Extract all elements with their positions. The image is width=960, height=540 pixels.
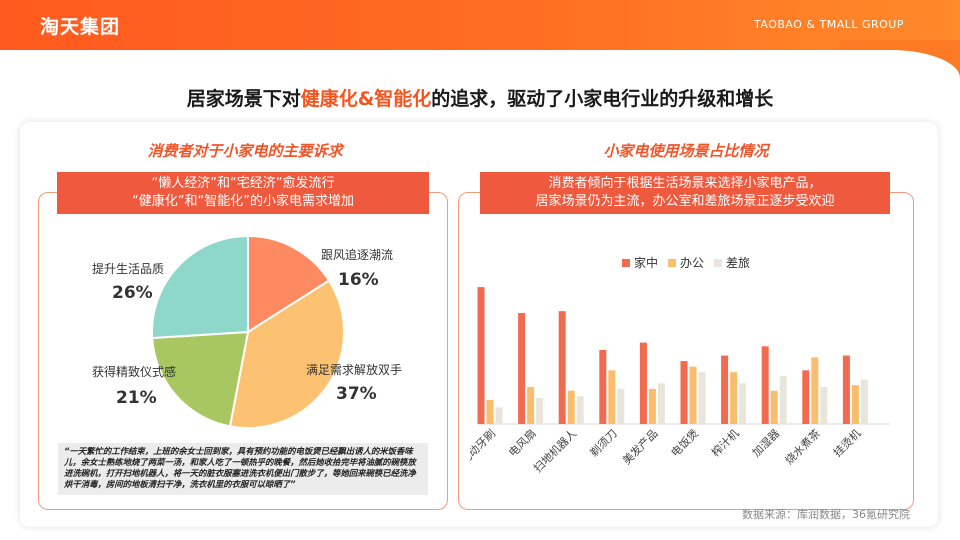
pie-label-needs: 满足需求解放双手 bbox=[306, 363, 403, 377]
pie-pct-ritual: 21% bbox=[116, 388, 157, 408]
bar-travel-3 bbox=[617, 388, 625, 424]
legend-swatch-travel bbox=[714, 258, 723, 267]
pie-label-ritual: 获得精致仪式感 bbox=[92, 365, 177, 379]
bar-home-8 bbox=[802, 370, 810, 424]
bar-home-3 bbox=[599, 350, 607, 424]
bar-home-5 bbox=[680, 361, 688, 424]
bar-office-6 bbox=[730, 372, 738, 424]
x-tick-label-3: 剃须刀 bbox=[587, 427, 620, 460]
x-tick-label-9: 挂烫机 bbox=[830, 426, 863, 459]
legend-swatch-office bbox=[668, 258, 677, 267]
page-headline: 居家场景下对健康化&智能化的追求，驱动了小家电行业的升级和增长 bbox=[0, 84, 960, 111]
legend-label-home: 家中 bbox=[634, 256, 659, 270]
brand-english-name: TAOBAO & TMALL GROUP bbox=[754, 18, 904, 31]
bar-home-4 bbox=[639, 342, 647, 424]
bar-office-4 bbox=[648, 388, 656, 424]
bar-chart-legend: 家中 办公 差旅 bbox=[622, 254, 750, 271]
bar-home-9 bbox=[842, 355, 850, 424]
pie-slice-needs bbox=[228, 279, 345, 429]
x-tick-label-6: 榨汁机 bbox=[708, 426, 741, 459]
bar-office-7 bbox=[770, 390, 778, 424]
x-tick-label-2: 扫地机器人 bbox=[531, 426, 580, 475]
bar-home-6 bbox=[721, 355, 729, 424]
pie-slice-ritual bbox=[151, 330, 250, 428]
bar-home-7 bbox=[761, 346, 769, 424]
legend-item-office: 办公 bbox=[668, 254, 704, 271]
legend-item-travel: 差旅 bbox=[714, 254, 750, 271]
right-banner: 消费者倾向于根据生活场景来选择小家电产品， 居家场景仍为主流，办公室和差旅场景正… bbox=[480, 172, 890, 214]
legend-label-travel: 差旅 bbox=[726, 256, 751, 270]
left-banner-line1: “懒人经济”和“宅经济”愈发流行 bbox=[151, 176, 335, 191]
bar-office-5 bbox=[689, 366, 697, 424]
pie-slice-quality bbox=[151, 234, 249, 340]
x-tick-label-4: 美发产品 bbox=[620, 426, 661, 467]
x-tick-label-5: 电饭煲 bbox=[669, 427, 702, 460]
consumer-quote: “一天繁忙的工作结束，上班的余女士回到家，具有预约功能的电饭煲已经飘出诱人的米饭… bbox=[58, 443, 428, 495]
pie-pct-needs: 37% bbox=[336, 384, 377, 404]
pie-pct-trend: 16% bbox=[338, 270, 379, 290]
bar-home-0 bbox=[477, 287, 485, 424]
bar-travel-7 bbox=[779, 375, 787, 424]
left-section-title: 消费者对于小家电的主要诉求 bbox=[147, 142, 343, 160]
legend-item-home: 家中 bbox=[622, 254, 658, 271]
bar-office-3 bbox=[608, 370, 616, 424]
bar-travel-4 bbox=[657, 383, 665, 424]
bar-travel-1 bbox=[536, 398, 544, 424]
bar-travel-9 bbox=[860, 379, 868, 424]
legend-swatch-home bbox=[622, 258, 630, 267]
bar-travel-8 bbox=[820, 387, 828, 424]
headline-suffix: 的追求，驱动了小家电行业的升级和增长 bbox=[431, 88, 774, 110]
right-banner-line1: 消费者倾向于根据生活场景来选择小家电产品， bbox=[548, 176, 822, 191]
right-banner-line2: 居家场景仍为主流，办公室和差旅场景正逐步受欢迎 bbox=[535, 194, 835, 209]
headline-prefix: 居家场景下对 bbox=[186, 88, 301, 110]
pie-label-trend: 跟风追逐潮流 bbox=[321, 248, 394, 262]
bar-travel-6 bbox=[739, 383, 747, 424]
left-banner-line2: “健康化”和“智能化”的小家电需求增加 bbox=[132, 194, 354, 209]
bar-home-1 bbox=[518, 313, 526, 424]
bar-travel-5 bbox=[698, 372, 706, 424]
x-tick-label-7: 加湿器 bbox=[750, 427, 783, 460]
bar-office-9 bbox=[851, 385, 859, 424]
bar-office-8 bbox=[811, 357, 819, 424]
right-panel bbox=[458, 192, 914, 510]
top-banner bbox=[0, 0, 960, 50]
bar-travel-2 bbox=[576, 396, 584, 424]
legend-label-office: 办公 bbox=[680, 256, 705, 270]
pie-pct-quality: 26% bbox=[112, 283, 153, 303]
brand-logo-text: 淘天集团 bbox=[40, 16, 121, 38]
right-section-title: 小家电使用场景占比情况 bbox=[603, 142, 769, 160]
left-banner: “懒人经济”和“宅经济”愈发流行 “健康化”和“智能化”的小家电需求增加 bbox=[57, 172, 429, 214]
x-tick-label-1: 电风扇 bbox=[505, 426, 538, 459]
bar-office-0 bbox=[486, 399, 494, 424]
bar-office-1 bbox=[527, 387, 535, 424]
data-source-note: 数据来源：库润数据，36氪研究院 bbox=[742, 508, 910, 521]
pie-slice-trend bbox=[247, 234, 331, 334]
headline-highlight: 健康化&智能化 bbox=[300, 88, 432, 110]
pie-chart bbox=[151, 234, 345, 429]
x-tick-label-8: 烧水煮茶 bbox=[783, 427, 823, 467]
bar-office-2 bbox=[567, 390, 575, 424]
x-tick-label-0: 电动牙刷 bbox=[470, 427, 498, 467]
bar-travel-0 bbox=[495, 407, 503, 424]
pie-label-quality: 提升生活品质 bbox=[92, 262, 165, 276]
bar-home-2 bbox=[558, 311, 566, 424]
